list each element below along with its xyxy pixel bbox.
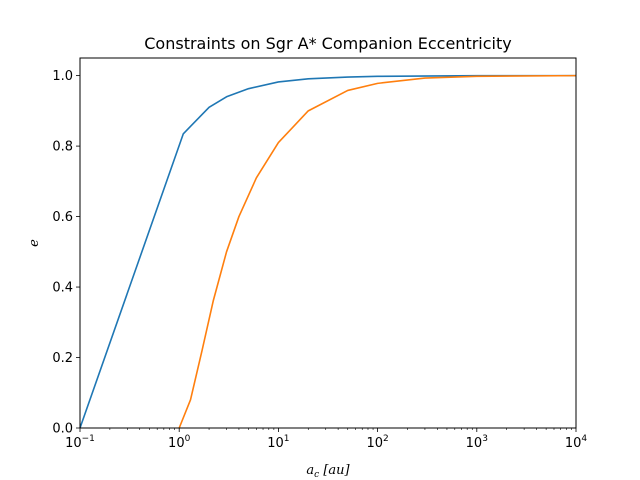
x-axis-label-symbol: a [306,463,314,478]
series-line-1 [79,74,577,429]
x-tick-label: 100 [168,434,191,451]
x-tick-label: 104 [565,434,588,451]
y-tick-label: 0.4 [52,281,73,296]
y-axis-label: e [27,239,42,247]
series-layer [79,74,577,429]
x-axis-label-subscript: c [314,470,319,480]
series-line-2 [178,74,577,429]
axes-background [80,58,576,428]
y-tick-label: 0.0 [52,422,73,437]
x-tick-label: 10−1 [65,434,95,451]
y-tick-label: 0.2 [52,351,73,366]
y-axis-ticks: 0.0 0.2 0.4 0.6 0.8 1.0 [52,69,80,437]
x-axis-ticks: 10−1 100 101 102 103 104 [65,428,587,451]
x-axis-label: ac [au] [306,463,350,480]
x-tick-label: 103 [466,434,488,451]
x-tick-label: 101 [267,434,289,451]
x-axis-label-unit: [au] [323,463,350,478]
axes-frame [79,57,577,429]
x-tick-label: 102 [366,434,388,451]
y-tick-label: 0.6 [52,210,73,225]
plot-area [79,57,577,429]
chart-title: Constraints on Sgr A* Companion Eccentri… [144,34,511,53]
y-tick-label: 1.0 [52,69,73,84]
y-tick-label: 0.8 [52,140,73,155]
